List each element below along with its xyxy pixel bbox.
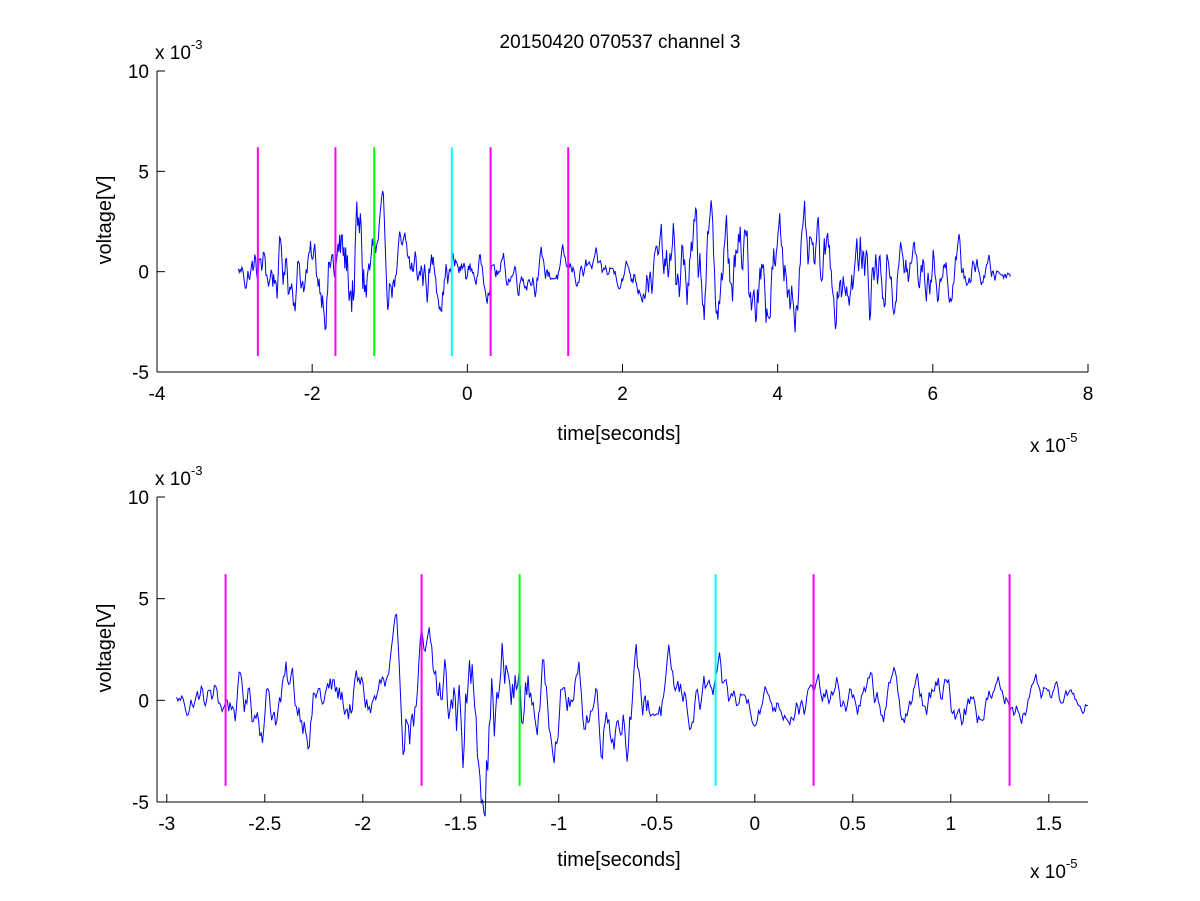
top-plot-xlabel: time[seconds] <box>557 423 680 445</box>
y-tick-label: 0 <box>138 263 149 284</box>
x-tick-label: 1 <box>946 814 957 835</box>
bottom-plot-x-exponent: x 10-5 <box>1030 856 1077 883</box>
x-tick-label: 6 <box>928 384 939 405</box>
figure-title: 20150420 070537 channel 3 <box>500 32 741 53</box>
x-tick-label: 1.5 <box>1036 814 1062 835</box>
top-plot-ylabel: voltage[V] <box>94 176 116 265</box>
bottom-plot-traces <box>176 613 1089 817</box>
bottom-plot-markers <box>224 574 1011 786</box>
y-tick-label: 10 <box>128 62 149 83</box>
x-tick-label: -1 <box>550 814 567 835</box>
top-plot-markers <box>256 147 570 356</box>
y-tick-label: 0 <box>138 691 149 712</box>
x-tick-label: -3 <box>158 814 175 835</box>
y-tick-label: -5 <box>132 793 149 814</box>
top-plot-traces <box>238 190 1011 333</box>
x-tick-label: 0 <box>462 384 473 405</box>
bottom-plot-ylabel: voltage[V] <box>94 604 116 693</box>
top-plot-axes <box>156 71 1088 373</box>
x-tick-label: -0.5 <box>640 814 673 835</box>
voltage-trace <box>238 190 1011 333</box>
top-plot-x-exponent-base: x 10 <box>1030 436 1066 457</box>
top-plot-y-exponent-base: x 10 <box>155 43 191 64</box>
bottom-plot-axes <box>156 497 1088 803</box>
top-plot-x-exponent-power: -5 <box>1066 430 1078 445</box>
bottom-plot-xlabel: time[seconds] <box>557 849 680 871</box>
x-tick-label: 8 <box>1083 384 1094 405</box>
x-tick-label: -2 <box>354 814 371 835</box>
x-tick-label: -2.5 <box>248 814 281 835</box>
x-tick-label: -1.5 <box>444 814 477 835</box>
x-tick-label: -4 <box>149 384 166 405</box>
bottom-plot-y-exponent-power: -3 <box>191 463 203 478</box>
top-plot-y-exponent: x 10-3 <box>155 37 202 64</box>
top-plot-x-exponent: x 10-5 <box>1030 430 1077 457</box>
bottom-plot-x-exponent-base: x 10 <box>1030 862 1066 883</box>
x-tick-label: -2 <box>304 384 321 405</box>
y-tick-label: 10 <box>128 488 149 509</box>
y-tick-label: 5 <box>138 162 149 183</box>
x-tick-label: 4 <box>772 384 783 405</box>
y-tick-label: -5 <box>132 363 149 384</box>
x-tick-label: 0.5 <box>840 814 866 835</box>
bottom-plot-y-exponent: x 10-3 <box>155 463 202 490</box>
x-tick-label: 0 <box>750 814 761 835</box>
bottom-plot-y-exponent-base: x 10 <box>155 469 191 490</box>
voltage-trace <box>176 613 1089 817</box>
x-tick-label: 2 <box>617 384 628 405</box>
top-plot: -4 -2 0 2 4 6 8 -5 0 5 10 time[seconds] voltage[V]… <box>94 37 1093 457</box>
bottom-plot-ticks: -3 -2.5 -2 -1.5 -1 -0.5 0 0.5 1 1.5 -5 0 5 10 <box>128 488 1062 835</box>
y-tick-label: 5 <box>138 590 149 611</box>
top-plot-y-exponent-power: -3 <box>191 37 203 52</box>
top-plot-ticks: -4 -2 0 2 4 6 8 -5 0 5 10 <box>128 62 1093 405</box>
bottom-plot: -3 -2.5 -2 -1.5 -1 -0.5 0 0.5 1 1.5 -5 0 5 10 time[se… <box>94 463 1089 883</box>
bottom-plot-x-exponent-power: -5 <box>1066 856 1078 871</box>
